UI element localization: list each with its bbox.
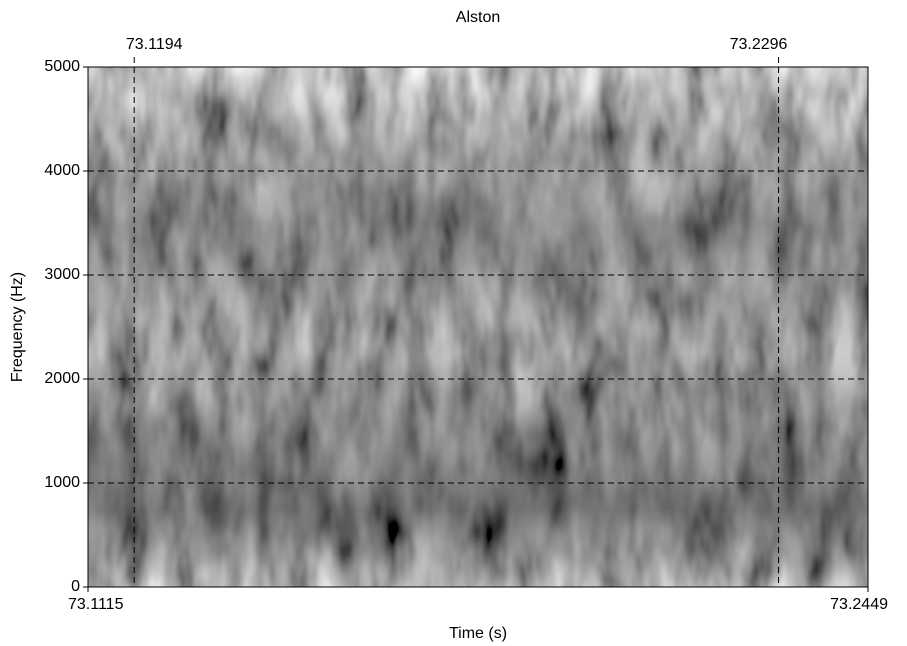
spectrogram-image xyxy=(88,67,868,587)
y-tick-label: 1000 xyxy=(44,474,80,491)
y-tick-label: 4000 xyxy=(44,162,80,179)
cursor-label: 73.2296 xyxy=(730,36,788,53)
y-axis-label: Frequency (Hz) xyxy=(9,272,26,382)
y-tick-label: 0 xyxy=(71,578,80,595)
y-tick-label: 3000 xyxy=(44,266,80,283)
x-tick-label: 73.1115 xyxy=(68,596,124,613)
y-tick-label: 2000 xyxy=(44,370,80,387)
x-axis-label: Time (s) xyxy=(449,625,507,642)
y-tick-label: 5000 xyxy=(44,58,80,75)
cursor-label: 73.1194 xyxy=(126,36,183,53)
x-tick-label: 73.2449 xyxy=(830,596,888,613)
chart-title: Alston xyxy=(456,9,500,26)
plot-frame xyxy=(87,66,869,588)
spectrogram-shading xyxy=(88,67,868,587)
